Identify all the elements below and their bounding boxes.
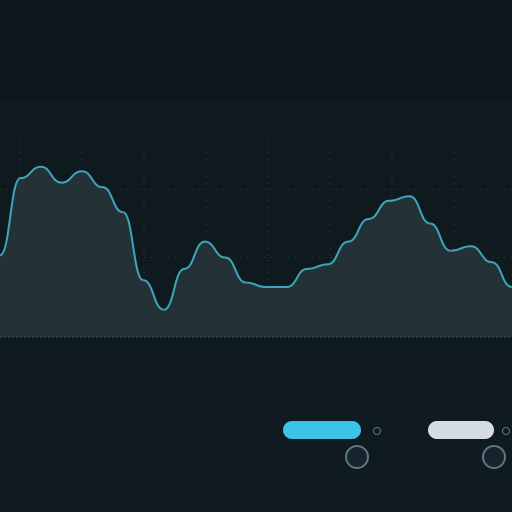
data-point	[265, 286, 268, 288]
data-point	[81, 170, 83, 173]
data-point	[408, 195, 411, 198]
dial-knob[interactable]	[345, 445, 369, 469]
data-point	[142, 279, 145, 282]
data-point	[244, 281, 247, 284]
area-chart	[0, 100, 512, 350]
data-point	[0, 254, 1, 257]
primary-button[interactable]	[283, 421, 361, 439]
data-point	[449, 249, 452, 252]
series-area	[0, 166, 512, 337]
series-points	[0, 165, 512, 311]
data-point	[183, 268, 186, 270]
secondary-button[interactable]	[428, 421, 494, 439]
data-point	[40, 165, 42, 168]
data-point	[60, 181, 63, 184]
data-point	[204, 240, 206, 243]
data-point	[306, 268, 309, 270]
data-point	[347, 240, 349, 243]
data-point	[490, 261, 493, 263]
data-point	[388, 200, 390, 202]
data-point	[470, 245, 472, 247]
dial-knob[interactable]	[482, 445, 506, 469]
data-point	[163, 308, 165, 311]
data-point	[429, 222, 431, 225]
data-point	[224, 256, 227, 259]
option-dot[interactable]	[502, 427, 510, 435]
data-point	[326, 263, 329, 266]
data-point	[367, 218, 370, 220]
header-panel	[0, 0, 512, 100]
data-point	[19, 177, 22, 179]
data-point	[101, 186, 104, 188]
data-point	[122, 211, 124, 213]
data-point	[285, 286, 288, 288]
option-dot[interactable]	[373, 427, 381, 435]
